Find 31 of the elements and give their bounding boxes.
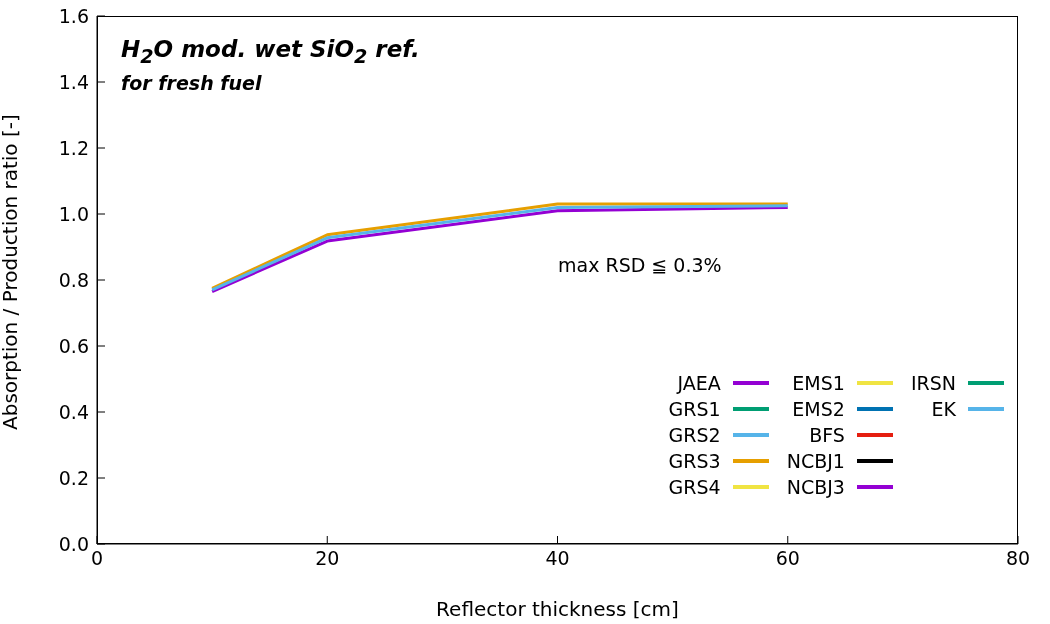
x-tick-label: 60 <box>775 547 800 570</box>
x-tick-label: 20 <box>315 547 340 570</box>
y-tick-label: 0.4 <box>58 400 89 423</box>
y-tick-label: 0.2 <box>58 466 89 489</box>
x-axis-title: Reflector thickness [cm] <box>436 597 679 621</box>
y-tick-label: 1.2 <box>58 136 89 159</box>
x-tick-label: 40 <box>545 547 570 570</box>
legend-label: GRS3 <box>668 450 721 472</box>
y-axis-title: Absorption / Production ratio [-] <box>0 114 23 430</box>
text: for fresh fuel <box>121 71 263 94</box>
x-tick-label: 0 <box>90 547 104 570</box>
legend-label: JAEA <box>677 372 721 394</box>
text: H$_{2}$O mod. wet SiO$_{2}$ ref. <box>121 36 420 68</box>
legend-label: EMS1 <box>792 372 845 394</box>
annotation: max RSD ≦ 0.3% <box>558 254 722 276</box>
y-tick-label: 1.0 <box>58 202 89 225</box>
y-tick-label: 0.8 <box>58 268 89 291</box>
legend-label: GRS1 <box>668 398 721 420</box>
legend-label: NCBJ3 <box>786 476 845 498</box>
legend-label: GRS4 <box>668 476 721 498</box>
y-tick-label: 0.6 <box>58 334 89 357</box>
y-tick-label: 1.4 <box>58 70 89 93</box>
legend-label: GRS2 <box>668 424 721 446</box>
legend-label: NCBJ1 <box>786 450 845 472</box>
legend-label: EMS2 <box>792 398 845 420</box>
x-tick-label: 80 <box>1005 547 1031 570</box>
legend-label: BFS <box>809 424 845 446</box>
legend-label: IRSN <box>910 372 956 394</box>
legend-label: EK <box>931 398 956 420</box>
y-tick-label: 0.0 <box>58 532 89 555</box>
y-tick-label: 1.6 <box>58 4 89 27</box>
